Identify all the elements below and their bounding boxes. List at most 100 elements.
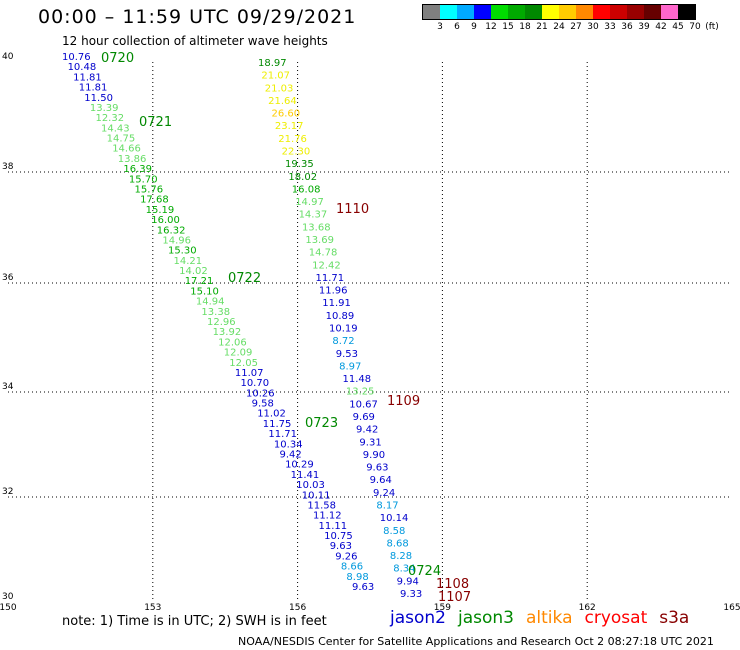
wave-height-value: 14.75 bbox=[107, 134, 136, 145]
wave-height-value: 8.17 bbox=[376, 501, 398, 512]
y-tick-label: 30 bbox=[2, 592, 14, 602]
wave-height-value: 14.66 bbox=[112, 144, 141, 155]
wave-height-value: 10.48 bbox=[68, 62, 97, 73]
color-swatch bbox=[525, 5, 542, 19]
wave-height-value: 11.48 bbox=[343, 374, 372, 385]
wave-height-value: 14.94 bbox=[196, 297, 225, 308]
wave-height-value: 9.90 bbox=[363, 450, 385, 461]
satellite-legend-item: altika bbox=[526, 608, 573, 628]
color-swatch bbox=[610, 5, 627, 19]
y-tick-label: 36 bbox=[2, 273, 14, 283]
page-title: 00:00 – 11:59 UTC 09/29/2021 bbox=[38, 6, 357, 28]
color-scale-label: 27 bbox=[570, 22, 582, 32]
wave-height-value: 11.96 bbox=[319, 286, 348, 297]
wave-height-value: 12.42 bbox=[312, 260, 341, 271]
color-swatch bbox=[423, 5, 440, 19]
wave-height-value: 16.39 bbox=[123, 164, 152, 175]
wave-height-value: 10.11 bbox=[302, 490, 331, 501]
color-swatch bbox=[576, 5, 593, 19]
pass-time-label: 0724 bbox=[408, 564, 441, 579]
wave-height-value: 15.19 bbox=[146, 205, 175, 216]
wave-height-value: 10.26 bbox=[246, 388, 275, 399]
wave-height-value: 17.21 bbox=[185, 276, 214, 287]
wave-height-value: 9.31 bbox=[359, 437, 381, 448]
color-scale-label: 9 bbox=[471, 22, 477, 32]
axis-ticks: 150 153 156 159 162 165 40 38 36 34 32 30 bbox=[0, 52, 740, 613]
color-scale-label: 39 bbox=[638, 22, 650, 32]
wave-height-value: 16.00 bbox=[151, 215, 180, 226]
wave-height-value: 18.97 bbox=[258, 58, 287, 69]
x-tick-label: 156 bbox=[289, 603, 306, 613]
color-scale-label: 70 bbox=[689, 22, 701, 32]
wave-height-value: 13.25 bbox=[346, 387, 375, 398]
wave-height-value: 18.02 bbox=[288, 172, 317, 183]
wave-height-value: 10.70 bbox=[240, 378, 269, 389]
wave-height-value: 12.05 bbox=[229, 358, 258, 369]
wave-height-value: 8.97 bbox=[339, 361, 361, 372]
wave-height-value: 11.81 bbox=[79, 83, 108, 94]
wave-height-value: 9.63 bbox=[366, 463, 388, 474]
wave-height-value: 10.29 bbox=[285, 460, 314, 471]
color-scale-label: 15 bbox=[502, 22, 514, 32]
color-scale-label: 45 bbox=[672, 22, 684, 32]
color-scale-label: 24 bbox=[553, 22, 565, 32]
wave-height-value: 21.03 bbox=[265, 83, 294, 94]
wave-height-value: 10.67 bbox=[349, 399, 378, 410]
wave-height-value: 8.72 bbox=[332, 336, 354, 347]
wave-height-value: 11.91 bbox=[322, 298, 351, 309]
wave-height-value: 9.64 bbox=[370, 475, 392, 486]
wave-height-value: 13.68 bbox=[302, 222, 331, 233]
wave-height-value: 21.76 bbox=[278, 134, 307, 145]
y-tick-label: 32 bbox=[2, 487, 13, 497]
satellite-legend-item: jason3 bbox=[458, 608, 514, 628]
wave-height-value: 10.19 bbox=[329, 324, 358, 335]
wave-height-value: 8.66 bbox=[341, 562, 363, 573]
wave-height-value: 21.64 bbox=[268, 96, 297, 107]
pass-time-label: 1108 bbox=[436, 577, 469, 592]
wave-height-value: 14.21 bbox=[174, 256, 203, 267]
wave-height-color-scale: 3 6 9 12 15 18 21 24 27 30 33 36 39 42 45 70 (ft) bbox=[422, 4, 719, 32]
color-scale-label: 21 bbox=[536, 22, 548, 32]
wave-height-value: 9.94 bbox=[397, 576, 419, 587]
wave-height-value: 9.42 bbox=[280, 450, 302, 461]
wave-height-value: 10.03 bbox=[296, 480, 325, 491]
wave-height-value: 15.76 bbox=[135, 185, 164, 196]
wave-height-value: 8.98 bbox=[346, 572, 368, 583]
wave-height-value: 8.68 bbox=[386, 538, 408, 549]
x-tick-label: 159 bbox=[434, 603, 451, 613]
wave-height-value: 8.28 bbox=[390, 551, 412, 562]
wave-height-value: 14.96 bbox=[162, 235, 191, 246]
x-tick-label: 150 bbox=[0, 603, 17, 613]
wave-height-value: 11.81 bbox=[73, 72, 102, 83]
wave-height-value: 15.30 bbox=[168, 246, 197, 257]
pass-time-label: 0721 bbox=[139, 115, 172, 130]
wave-height-value: 11.02 bbox=[257, 409, 286, 420]
color-scale-label: 36 bbox=[621, 22, 633, 32]
color-scale-label: 33 bbox=[604, 22, 616, 32]
wave-height-value: 13.69 bbox=[305, 235, 334, 246]
pass-time-label: 0723 bbox=[305, 416, 338, 431]
wave-height-value: 9.33 bbox=[400, 589, 422, 600]
wave-height-value: 11.11 bbox=[319, 521, 348, 532]
color-swatch bbox=[457, 5, 474, 19]
wave-height-value: 9.42 bbox=[356, 425, 378, 436]
wave-height-value: 10.89 bbox=[326, 311, 355, 322]
wave-height-value: 11.07 bbox=[235, 368, 264, 379]
altimeter-tracks: 10.7610.4811.8111.8111.5013.3912.3214.43… bbox=[62, 52, 422, 600]
color-swatch bbox=[627, 5, 644, 19]
pass-time-label: 0722 bbox=[228, 271, 261, 286]
wave-height-value: 14.97 bbox=[295, 197, 324, 208]
wave-height-value: 9.26 bbox=[335, 551, 357, 562]
satellite-legend: jason2 jason3 altika cryosat s3a bbox=[390, 608, 701, 628]
wave-height-value: 13.39 bbox=[90, 103, 119, 114]
wave-height-value: 21.07 bbox=[261, 71, 290, 82]
x-tick-label: 162 bbox=[579, 603, 596, 613]
wave-height-value: 14.37 bbox=[299, 210, 328, 221]
color-swatch bbox=[474, 5, 491, 19]
y-tick-label: 38 bbox=[2, 162, 14, 172]
wave-height-value: 10.14 bbox=[380, 513, 409, 524]
wave-height-value: 9.58 bbox=[252, 399, 274, 410]
color-scale-label: 12 bbox=[485, 22, 497, 32]
